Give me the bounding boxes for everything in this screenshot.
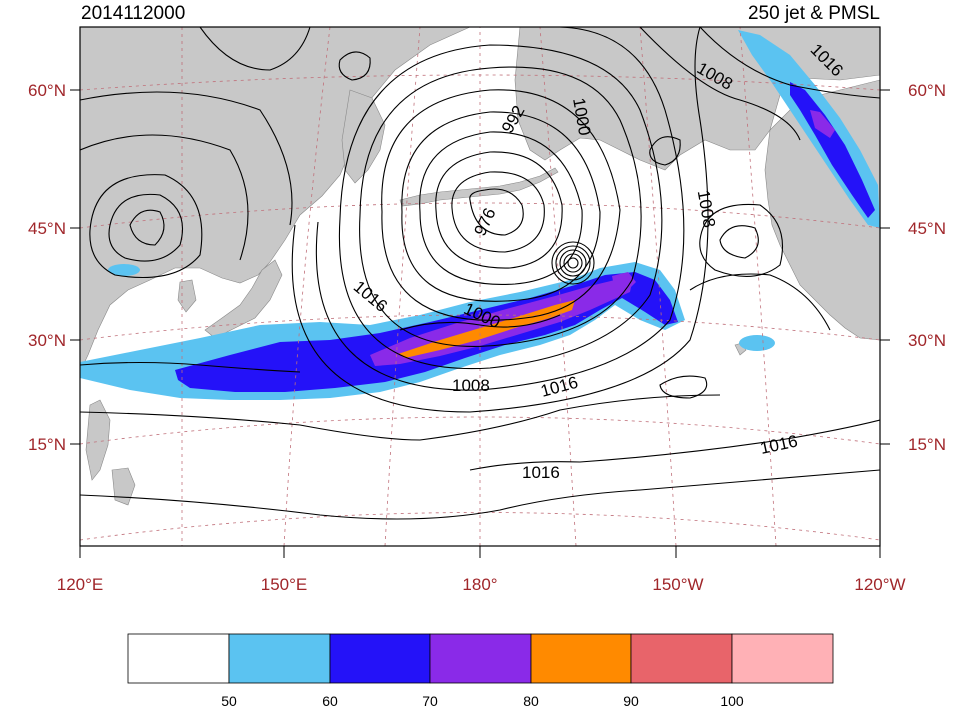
colorbar-label-60: 60 [322, 693, 338, 709]
lat-label-right-60: 60°N [908, 81, 946, 100]
asia-landmass [80, 27, 471, 373]
lat-label-left-30: 30°N [28, 331, 66, 350]
colorbar-box-7 [731, 633, 834, 684]
lon-label-150e: 150°E [261, 575, 308, 594]
colorbar-label-100: 100 [720, 693, 744, 709]
jet-spot-west [108, 264, 140, 276]
lon-label-120e: 120°E [57, 575, 104, 594]
aleutian-islands [399, 167, 559, 207]
lat-label-right-30: 30°N [908, 331, 946, 350]
lat-label-right-45: 45°N [908, 219, 946, 238]
ne-jet-70 [810, 110, 835, 138]
colorbar-box-2 [228, 633, 331, 684]
colorbar-box-3 [329, 633, 431, 684]
colorbar: 50 60 70 80 90 100 [127, 633, 834, 709]
colorbar-box-1 [127, 633, 230, 684]
graticule [80, 27, 880, 546]
korea [177, 279, 197, 313]
lon-label-150w: 150°W [652, 575, 703, 594]
colorbar-box-4 [429, 633, 532, 684]
colorbar-label-80: 80 [523, 693, 539, 709]
map-area: 992 1000 1008 1016 976 1008 1016 1000 10… [80, 27, 880, 546]
isobar-label-1016-far-south: 1016 [522, 463, 560, 482]
longitude-axis: 120°E 150°E 180° 150°W 120°W [57, 546, 906, 594]
colorbar-label-90: 90 [623, 693, 639, 709]
jet-band-70-east [612, 272, 636, 290]
product-title: 250 jet & PMSL [748, 3, 880, 24]
ne-jet-60 [790, 82, 875, 218]
lon-label-180: 180° [462, 575, 497, 594]
philippines-islands [111, 467, 136, 506]
isobar-label-1008-south: 1008 [452, 376, 490, 395]
date-time-title: 2014112000 [81, 3, 185, 24]
colorbar-box-6 [630, 633, 733, 684]
philippines [85, 399, 111, 481]
jet-spot-east [739, 335, 775, 351]
kamchatka [341, 89, 386, 184]
colorbar-box-5 [530, 633, 632, 684]
lon-label-120w: 120°W [854, 575, 905, 594]
colorbar-label-70: 70 [422, 693, 438, 709]
colorbar-label-50: 50 [221, 693, 237, 709]
isobars [80, 27, 880, 520]
lat-label-left-45: 45°N [28, 219, 66, 238]
lat-label-left-60: 60°N [28, 81, 66, 100]
latitude-axis: 60°N 45°N 30°N 15°N 60°N 45°N 30°N 15°N [28, 81, 946, 454]
lat-label-right-15: 15°N [908, 435, 946, 454]
lat-label-left-15: 15°N [28, 435, 66, 454]
